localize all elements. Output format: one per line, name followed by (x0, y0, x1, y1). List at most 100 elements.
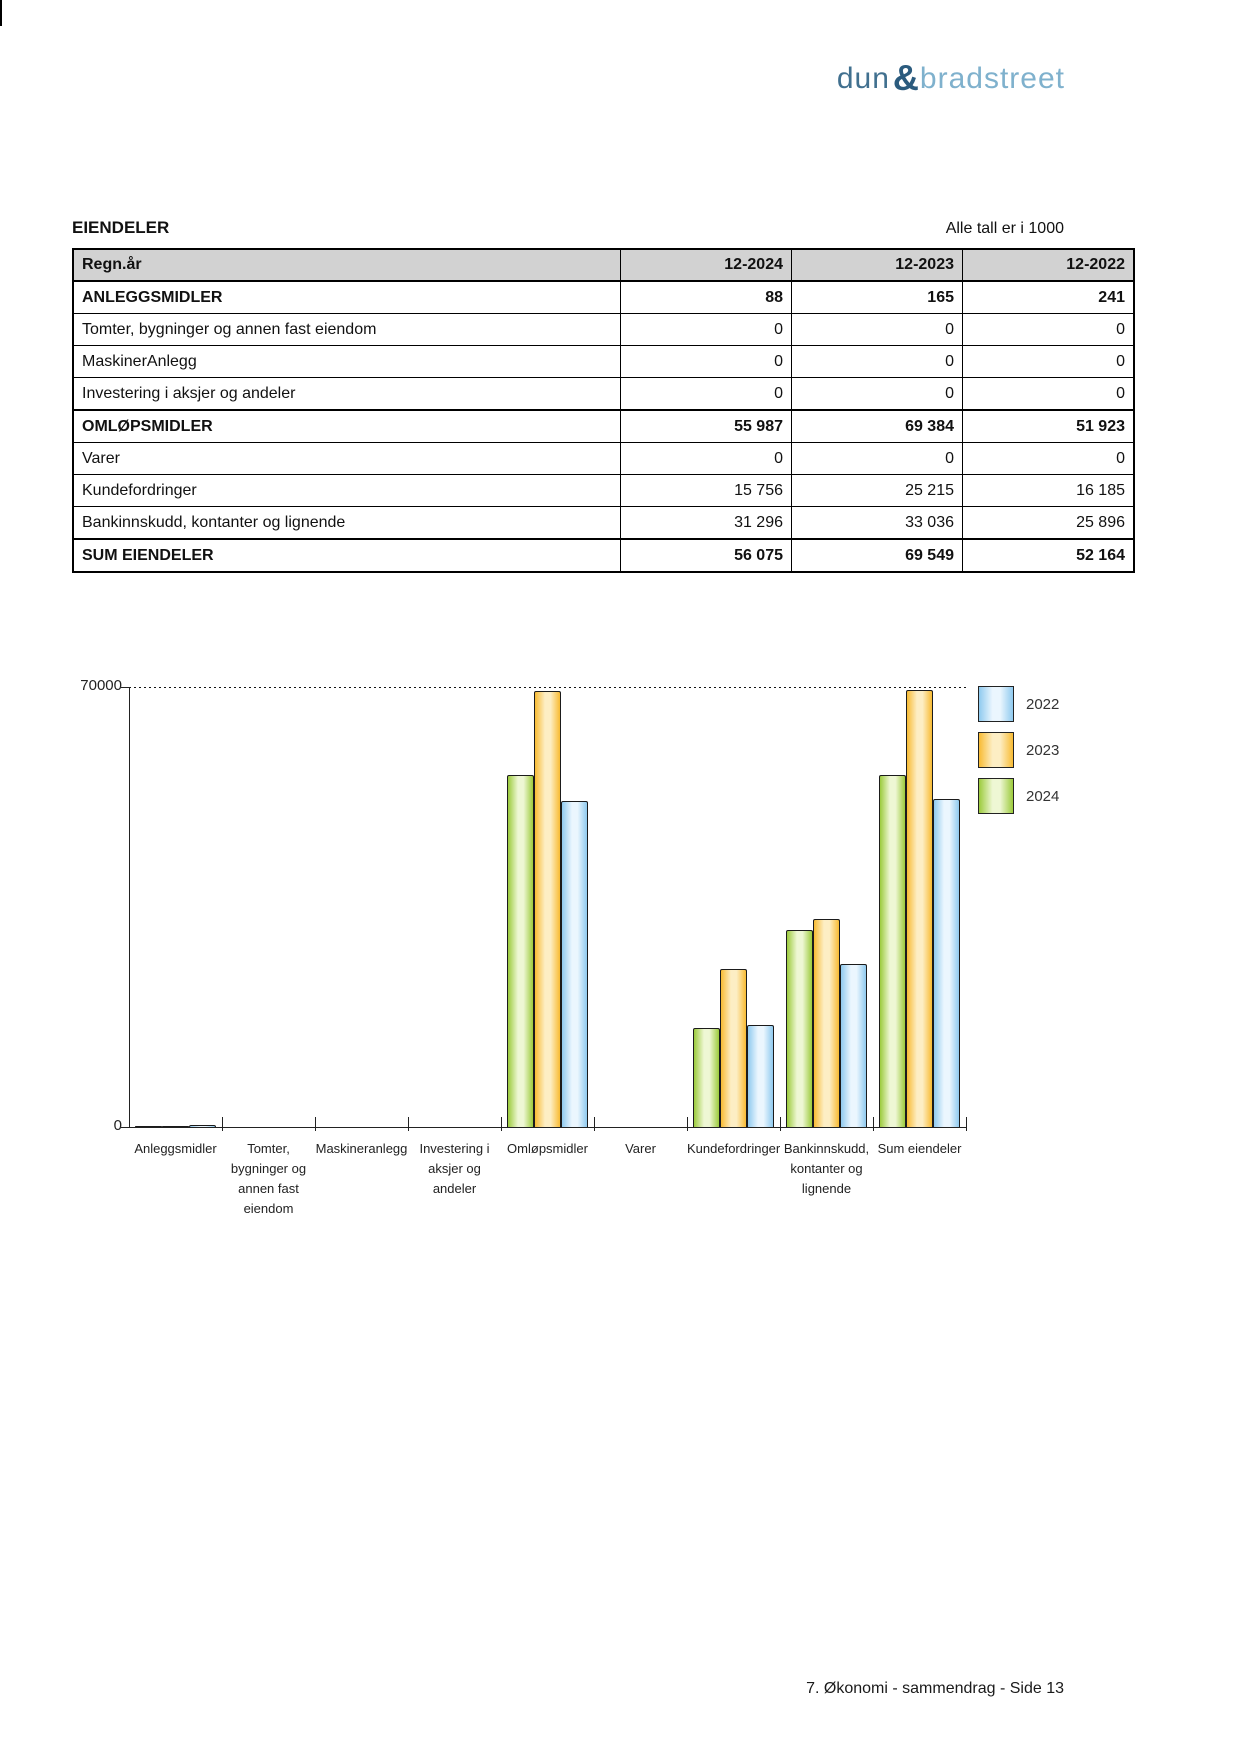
assets-table: Regn.år 12-2024 12-2023 12-2022 ANLEGGSMIDLE… (72, 248, 1135, 573)
bar-2022 (840, 964, 867, 1127)
row-label: Investering i aksjer og andeler (72, 377, 621, 411)
bar-2022 (189, 1125, 216, 1127)
cell-value: 0 (791, 345, 963, 378)
bar-2023 (534, 691, 561, 1127)
legend-label-2024: 2024 (1026, 788, 1060, 805)
table-row: Investering i aksjer og andeler 0 0 0 (72, 377, 1135, 411)
gridline-70000 (129, 686, 966, 688)
cell-value: 0 (791, 313, 963, 346)
cell-value: 15 756 (620, 474, 792, 507)
table-row: Kundefordringer 15 756 25 215 16 185 (72, 474, 1135, 507)
table-row: Varer 0 0 0 (72, 442, 1135, 475)
row-label: ANLEGGSMIDLER (72, 280, 621, 314)
cell-value: 0 (962, 345, 1135, 378)
table-header-row: Regn.år 12-2024 12-2023 12-2022 (72, 248, 1135, 282)
column-header-label: Regn.år (72, 248, 621, 282)
row-label: MaskinerAnlegg (72, 345, 621, 378)
cell-value: 16 185 (962, 474, 1135, 507)
x-axis-category-label: Investering i aksjer og andeler (419, 1141, 490, 1196)
cell-value: 52 164 (962, 538, 1135, 573)
units-note: Alle tall er i 1000 (945, 220, 1064, 237)
cell-value: 0 (791, 442, 963, 475)
cell-value: 0 (962, 377, 1135, 411)
x-axis-tick-mark (594, 1117, 595, 1131)
x-axis-tick-mark (873, 1117, 874, 1131)
cell-value: 69 549 (791, 538, 963, 573)
cell-value: 0 (620, 377, 792, 411)
column-header-year: 12-2023 (791, 248, 963, 282)
cell-value: 0 (620, 442, 792, 475)
bar-2023 (162, 1126, 189, 1127)
logo-text-bradstreet: bradstreet (919, 62, 1065, 95)
row-label: SUM EIENDELER (72, 538, 621, 573)
x-axis-tick-mark (501, 1117, 502, 1131)
x-axis-category-label: Sum eiendeler (877, 1141, 962, 1156)
y-axis-line (129, 687, 130, 1127)
page-corner-mark (0, 0, 2, 26)
table-row: SUM EIENDELER 56 075 69 549 52 164 (72, 538, 1135, 573)
x-axis-tick-mark (966, 1117, 967, 1131)
x-axis-category-label: Kundefordringer (687, 1141, 781, 1156)
bar-2023 (813, 919, 840, 1127)
bar-2024 (507, 775, 534, 1127)
cell-value: 31 296 (620, 506, 792, 540)
section-title: EIENDELER (72, 218, 170, 237)
x-axis-tick-mark (222, 1117, 223, 1131)
logo-ampersand-icon: & (892, 57, 919, 98)
legend-label-2023: 2023 (1026, 742, 1060, 759)
x-axis-tick-mark (315, 1117, 316, 1131)
dun-bradstreet-logo: dun & bradstreet (836, 57, 1065, 98)
y-axis-tick-label: 70000 (80, 677, 122, 694)
table-row: MaskinerAnlegg 0 0 0 (72, 345, 1135, 378)
bar-2024 (786, 930, 813, 1127)
x-axis-category-label: Omløpsmidler (507, 1141, 588, 1156)
legend-label-2022: 2022 (1026, 696, 1060, 713)
bar-2022 (933, 799, 960, 1127)
cell-value: 88 (620, 280, 792, 314)
x-axis-category-label: Maskineranlegg (315, 1141, 408, 1156)
section-header: EIENDELER Alle tall er i 1000 (72, 218, 1064, 238)
bar-2022 (747, 1025, 774, 1127)
cell-value: 0 (962, 313, 1135, 346)
x-axis-tick-mark (780, 1117, 781, 1131)
bar-2023 (720, 969, 747, 1127)
legend-swatch-2023 (978, 732, 1014, 768)
row-label: Kundefordringer (72, 474, 621, 507)
cell-value: 241 (962, 280, 1135, 314)
cell-value: 56 075 (620, 538, 792, 573)
x-axis-tick-mark (687, 1117, 688, 1131)
cell-value: 25 896 (962, 506, 1135, 540)
logo-text-dun: dun (836, 62, 890, 95)
bar-2024 (135, 1126, 162, 1127)
x-axis-category-label: Anleggsmidler (134, 1141, 217, 1156)
legend-swatch-2022 (978, 686, 1014, 722)
cell-value: 25 215 (791, 474, 963, 507)
table-row: ANLEGGSMIDLER 88 165 241 (72, 280, 1135, 314)
y-axis-tick-label: 0 (113, 1117, 122, 1134)
cell-value: 69 384 (791, 409, 963, 443)
row-label: Bankinnskudd, kontanter og lignende (72, 506, 621, 540)
bar-2024 (693, 1028, 720, 1127)
y-axis-tick-mark (121, 1126, 129, 1128)
page-footer: 7. Økonomi - sammendrag - Side 13 (806, 1680, 1064, 1697)
cell-value: 0 (791, 377, 963, 411)
bar-2022 (561, 801, 588, 1127)
column-header-year: 12-2024 (620, 248, 792, 282)
bar-2023 (906, 690, 933, 1127)
bar-2024 (879, 775, 906, 1127)
cell-value: 165 (791, 280, 963, 314)
column-header-year: 12-2022 (962, 248, 1135, 282)
x-axis-line (129, 1127, 967, 1128)
y-axis-tick-mark (121, 686, 129, 688)
cell-value: 0 (620, 313, 792, 346)
x-axis-tick-mark (408, 1117, 409, 1131)
x-axis-category-label: Varer (625, 1141, 656, 1156)
legend-swatch-2024 (978, 778, 1014, 814)
table-row: Tomter, bygninger og annen fast eiendom 0… (72, 313, 1135, 346)
row-label: Varer (72, 442, 621, 475)
cell-value: 0 (620, 345, 792, 378)
x-axis-category-label: Tomter, bygninger og annen fast eiendom (230, 1141, 307, 1216)
x-axis-category-label: Bankinnskudd, kontanter og lignende (783, 1141, 870, 1196)
